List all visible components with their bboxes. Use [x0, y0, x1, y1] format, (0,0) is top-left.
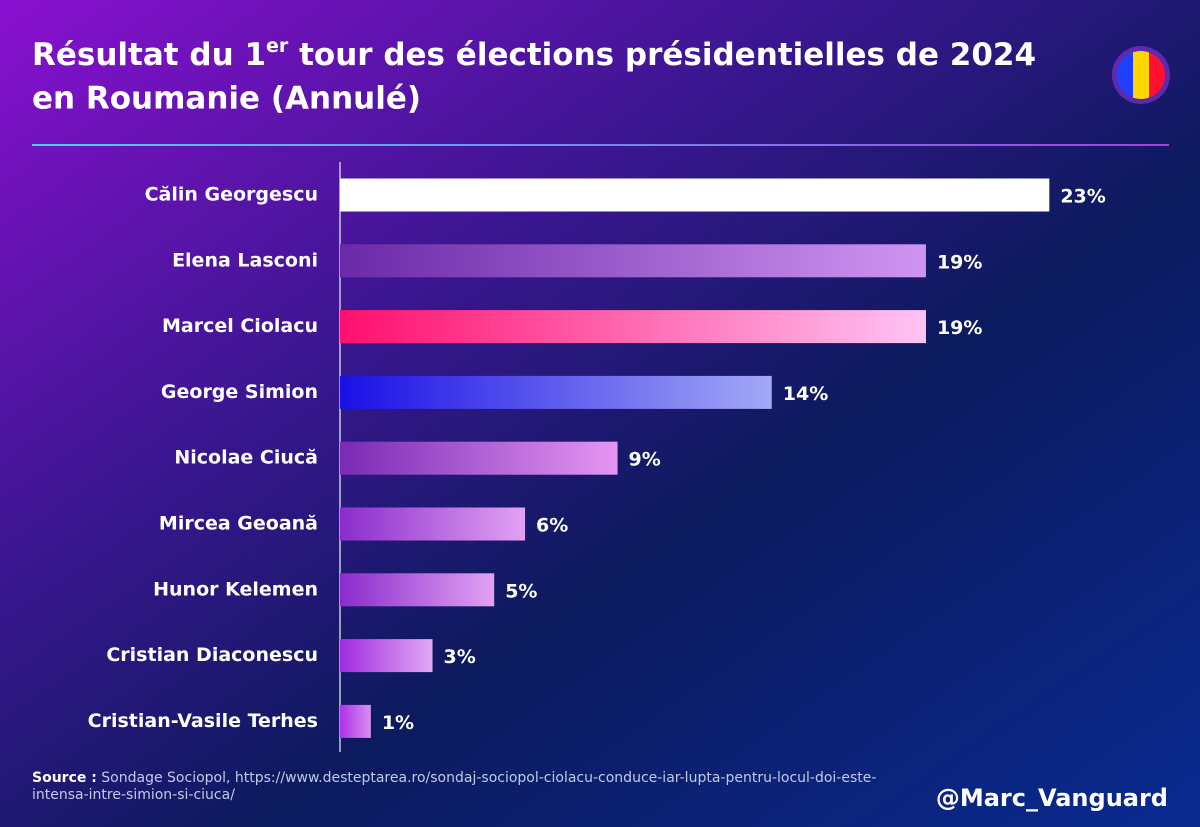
bar — [340, 639, 433, 673]
category-label: Cristian Diaconescu — [106, 644, 318, 666]
value-label: 19% — [937, 317, 982, 339]
category-label: Mircea Geoană — [159, 513, 318, 535]
source-text: Sondage Sociopol, https://www.desteptare… — [32, 770, 877, 803]
category-label: Elena Lasconi — [172, 249, 318, 271]
value-label: 3% — [444, 646, 476, 668]
value-label: 1% — [382, 712, 414, 734]
bar — [340, 704, 371, 738]
title-part: Résultat du 1 — [32, 37, 266, 73]
category-label: Călin Georgescu — [145, 184, 318, 206]
bar — [340, 178, 1050, 212]
source-note: Source : Sondage Sociopol, https://www.d… — [32, 770, 932, 804]
bar — [340, 310, 926, 344]
category-label: Nicolae Ciucă — [174, 447, 318, 469]
bar — [340, 507, 526, 541]
source-label: Source : — [32, 770, 97, 786]
bar — [340, 573, 495, 607]
bar — [340, 375, 772, 409]
bar — [340, 441, 618, 475]
chart-title: Résultat du 1er tour des élections prési… — [32, 35, 1036, 73]
bar — [340, 244, 926, 278]
value-label: 19% — [937, 251, 982, 273]
category-label: George Simion — [161, 381, 318, 403]
value-label: 23% — [1060, 186, 1105, 208]
flag-icon — [1112, 46, 1170, 104]
title-superscript: er — [266, 35, 289, 57]
category-label: Hunor Kelemen — [153, 578, 318, 600]
title-part: tour des élections présidentielles de 20… — [288, 37, 1036, 73]
value-label: 9% — [629, 449, 661, 471]
value-label: 5% — [505, 580, 537, 602]
author-handle: @Marc_Vanguard — [935, 784, 1168, 812]
chart-title-line2: en Roumanie (Annulé) — [32, 81, 421, 117]
value-label: 14% — [783, 383, 828, 405]
value-label: 6% — [536, 515, 568, 537]
category-label: Marcel Ciolacu — [162, 315, 318, 337]
title-rule — [32, 144, 1169, 146]
category-label: Cristian-Vasile Terhes — [88, 710, 318, 732]
